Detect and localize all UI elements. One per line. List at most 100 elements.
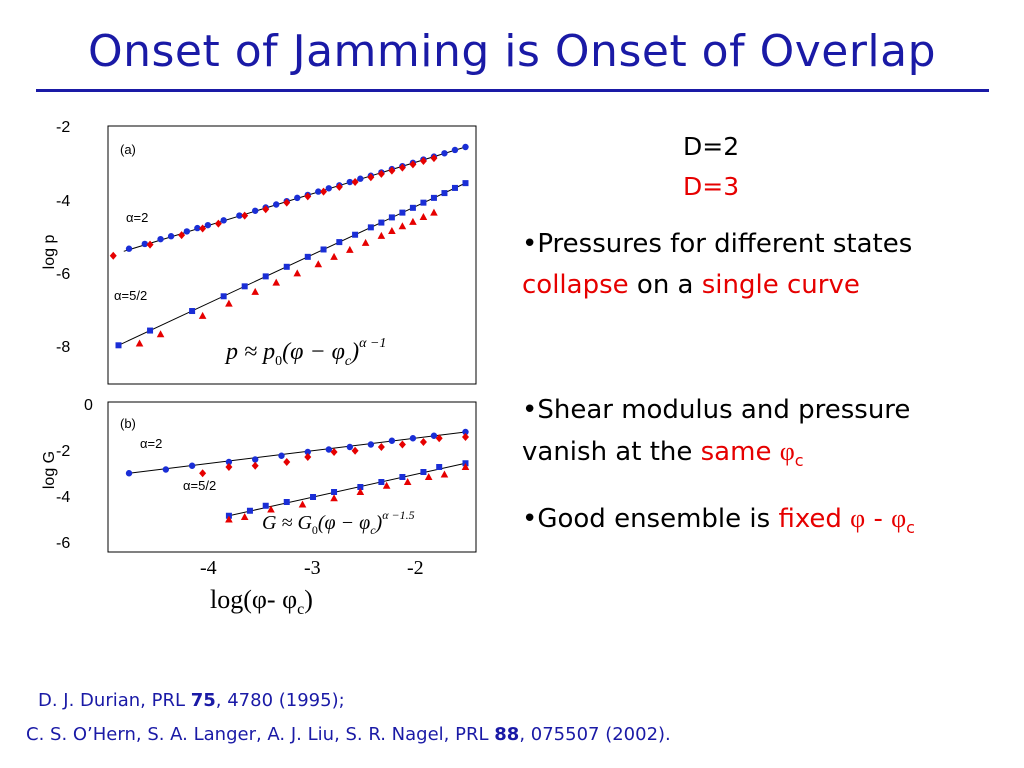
- x-tick-labels: -4 -3 -2: [200, 557, 424, 579]
- bullet-pressures: •Pressures for different states collapse…: [522, 229, 913, 300]
- figure: (a) log p -2 -4 -6 -8 α=2 α=5/2 p ≈ p0(φ…: [41, 119, 477, 618]
- panel-a-data-point: [351, 178, 359, 187]
- panel-a-data-point: [430, 208, 438, 216]
- panel-a-data-point: [167, 233, 175, 240]
- panel-a-data-point: [419, 213, 428, 221]
- panel-b-data-point: [424, 473, 433, 480]
- panel-b-data-point: [188, 462, 196, 469]
- x-axis-label: log(φ- φc): [210, 585, 313, 618]
- panel-a-data-point: [320, 187, 328, 196]
- panel-b-data-point: [125, 470, 133, 477]
- panel-a-ytick: -8: [56, 339, 70, 356]
- panel-a-data-point: [335, 182, 343, 191]
- panel-a-data-point: [135, 339, 144, 347]
- panel-a-data-point: [251, 287, 259, 295]
- panel-a-frame: [107, 125, 477, 385]
- panel-a-data-point: [409, 204, 416, 211]
- panel-a-ytick: -2: [56, 119, 70, 136]
- panel-a-data-point: [430, 154, 438, 163]
- panel-a-ytick: -6: [56, 266, 70, 283]
- bullet-good-ensemble: •Good ensemble is fixed φ - φc: [522, 504, 915, 538]
- panel-a-data-point: [241, 211, 249, 220]
- panel-a-data-point: [398, 222, 407, 230]
- panel-a-fit-line: [118, 182, 466, 346]
- panel-a-data-point: [441, 150, 448, 157]
- panel-b-data-point: [246, 507, 253, 514]
- panel-b-ytick: -4: [56, 489, 70, 506]
- title-divider: [36, 89, 989, 92]
- panel-b-data-point: [461, 433, 469, 441]
- panel-a-data-point: [346, 178, 354, 186]
- panel-a-data-point: [141, 240, 148, 248]
- panel-a-annotation-alpha52: α=5/2: [114, 288, 147, 303]
- panel-a-data-point: [183, 228, 191, 235]
- panel-a-data-point: [325, 185, 332, 192]
- panel-a-data-point: [430, 194, 437, 201]
- panel-a-data-point: [220, 293, 227, 300]
- panel-b-ytick: -2: [56, 443, 70, 460]
- panel-a-data-point: [294, 194, 301, 202]
- panel-a-data-point: [451, 184, 458, 191]
- panel-a-ytick: -4: [56, 193, 70, 210]
- panel-a-data-point: [420, 199, 427, 206]
- panel-b-yticks: 0 -2 -4 -6: [56, 397, 93, 552]
- panel-a-data-point: [125, 245, 133, 252]
- panel-a-data-point: [388, 214, 395, 221]
- panel-b-data-point: [298, 500, 307, 508]
- panel-a-data-point: [357, 175, 364, 182]
- panel-a-label: (a): [120, 142, 136, 157]
- panel-a-data-point: [115, 342, 122, 349]
- panel-a-data-point: [147, 327, 154, 334]
- panel-b-data-point: [283, 499, 290, 505]
- panel-b-data-point: [461, 463, 470, 470]
- panel-a-data-point: [409, 217, 417, 225]
- reference-durian: D. J. Durian, PRL 75, 4780 (1995);: [38, 690, 345, 711]
- panel-a-data-point: [194, 224, 201, 232]
- panel-a-data-point: [409, 160, 417, 169]
- panel-a-data-point: [189, 308, 196, 315]
- panel-a-data-point: [330, 252, 338, 260]
- panel-b-data-point: [346, 443, 354, 451]
- panel-a-data-point: [388, 166, 396, 175]
- panel-a-annotation-alpha2: α=2: [126, 210, 148, 225]
- panel-b-data-point: [225, 463, 233, 471]
- bullet-shear-modulus: •Shear modulus and pressure vanish at th…: [522, 395, 911, 471]
- panel-a-data-point: [225, 299, 233, 307]
- panel-b-data-point: [304, 453, 312, 461]
- panel-b-data-point: [267, 505, 275, 513]
- panel-b-fit-line: [128, 431, 466, 474]
- panel-a-data-point: [441, 190, 448, 197]
- panel-a-data-point: [262, 205, 270, 214]
- panel-a-data-point: [377, 231, 386, 239]
- panel-b-data-point: [252, 456, 259, 463]
- panel-b-data-point: [435, 434, 443, 443]
- slide-title: Onset of Jamming is Onset of Overlap: [87, 26, 937, 77]
- panel-a-data-point: [272, 278, 281, 286]
- x-tick-label: -3: [304, 557, 321, 579]
- panel-a-data-point: [320, 246, 327, 253]
- panel-a-data-point: [199, 224, 207, 233]
- panel-b-data-point: [367, 441, 375, 448]
- panel-a-data-point: [304, 192, 312, 201]
- panel-b-data-point: [325, 446, 332, 453]
- panel-a-marks: [109, 143, 469, 349]
- panel-b-data-point: [399, 474, 406, 480]
- panel-a-formula: p ≈ p0(φ − φc)α −1: [224, 336, 386, 369]
- panel-b-data-point: [377, 443, 385, 451]
- panel-b-formula: G ≈ G0(φ − φc)α −1.5: [262, 508, 415, 537]
- panel-a-data-point: [109, 251, 117, 260]
- panel-a-data-point: [293, 269, 302, 277]
- reference-ohern: C. S. O’Hern, S. A. Langer, A. J. Liu, S…: [26, 724, 671, 745]
- panel-b-data-point: [357, 484, 364, 490]
- panel-b-data-point: [419, 438, 427, 446]
- panel-b-data-point: [440, 470, 449, 478]
- legend-d2: D=2: [683, 132, 740, 161]
- panel-a-data-point: [388, 227, 396, 235]
- panel-a-data-point: [198, 311, 207, 319]
- panel-a-data-point: [399, 209, 406, 216]
- panel-a-data-point: [367, 173, 375, 182]
- panel-b-ylabel: log G: [41, 451, 58, 489]
- panel-a-data-point: [462, 180, 469, 187]
- panel-a-data-point: [361, 238, 370, 246]
- panel-a-data-point: [220, 217, 227, 224]
